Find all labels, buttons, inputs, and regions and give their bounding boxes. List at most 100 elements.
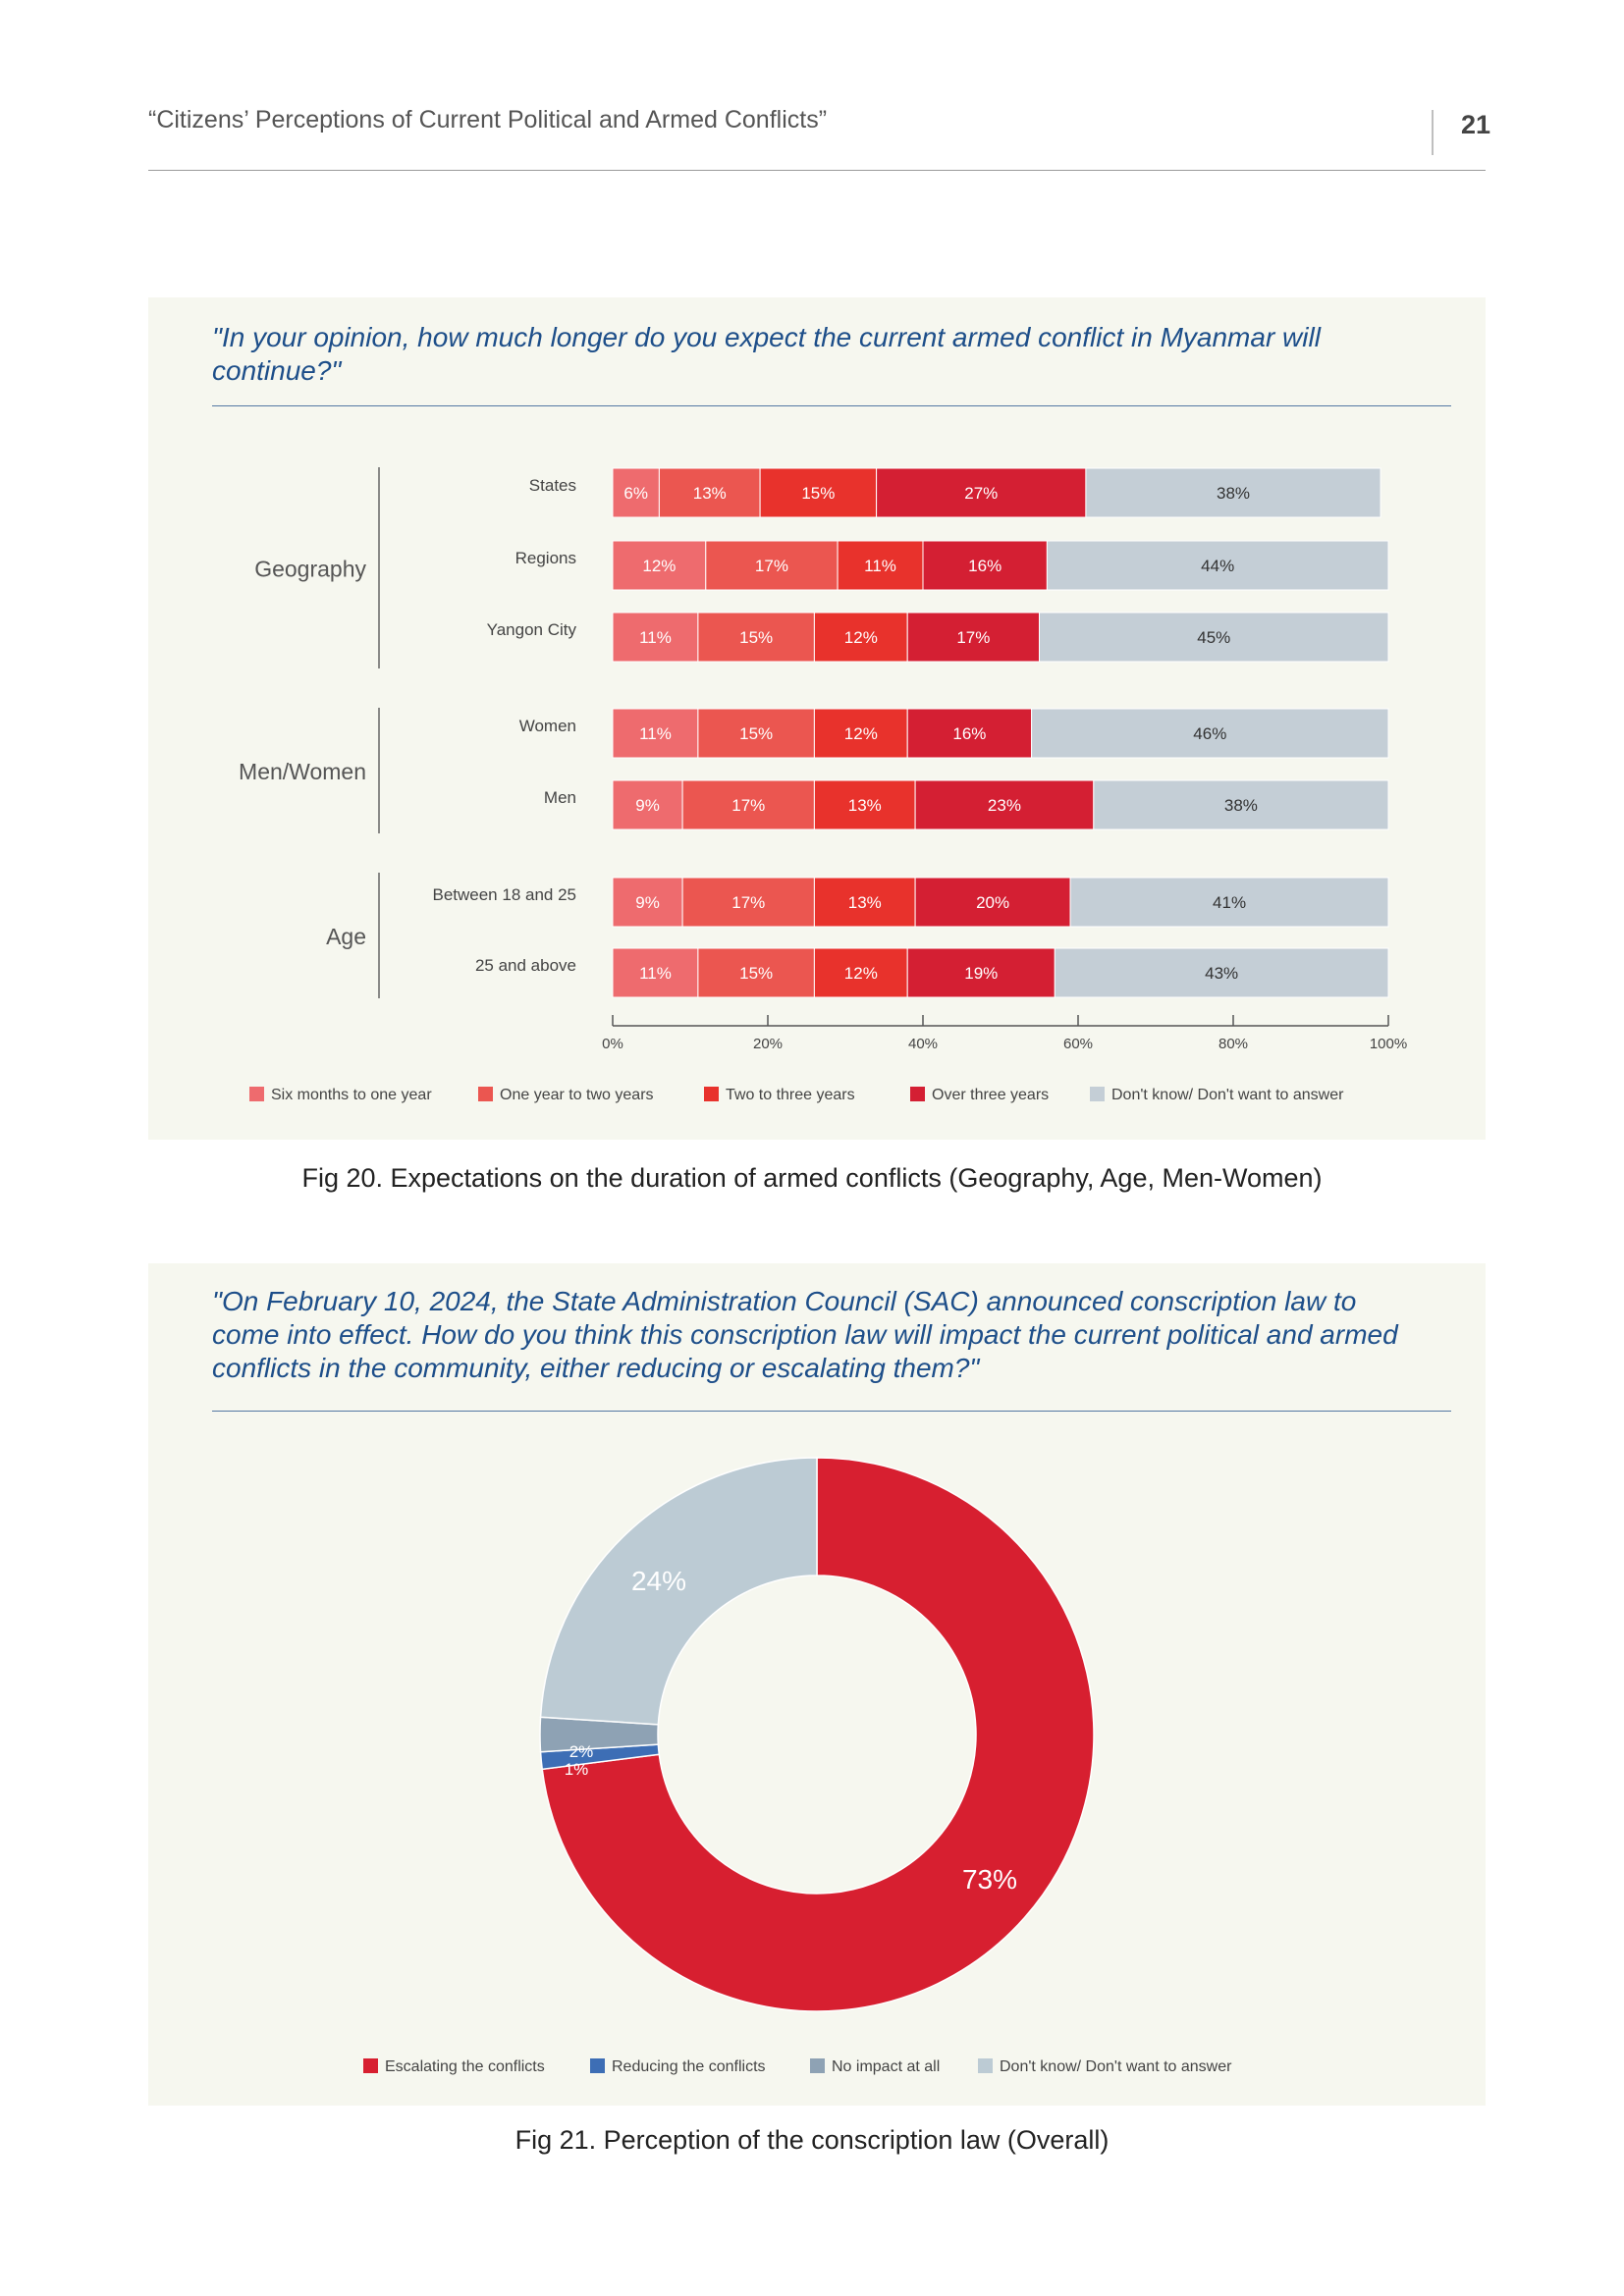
- data-label: 11%: [639, 724, 672, 743]
- data-label: 17%: [956, 628, 990, 647]
- bar-segment: [697, 708, 815, 759]
- group-label: Age: [326, 924, 366, 949]
- data-label: 6%: [623, 484, 648, 503]
- data-label: 11%: [639, 964, 672, 983]
- legend-swatch: [910, 1087, 925, 1101]
- legend-label: Don't know/ Don't want to answer: [1111, 1087, 1344, 1103]
- legend-label: Over three years: [932, 1087, 1049, 1103]
- category-label: Yangon City: [487, 620, 577, 639]
- x-tick-label: 60%: [1063, 1036, 1093, 1052]
- category-label: Women: [519, 717, 576, 735]
- data-label: 23%: [988, 796, 1021, 815]
- figure-21-panel: "On February 10, 2024, the State Adminis…: [148, 1263, 1486, 2106]
- data-label: 12%: [844, 724, 878, 743]
- data-label: 44%: [1201, 557, 1234, 575]
- legend-label: One year to two years: [500, 1087, 654, 1103]
- x-tick-label: 40%: [908, 1036, 938, 1052]
- data-label: 13%: [848, 893, 882, 912]
- header-rule: [148, 170, 1486, 171]
- data-label: 16%: [968, 557, 1001, 575]
- bar-segment: [837, 540, 924, 591]
- bar-segment: [813, 947, 908, 998]
- bar-segment: [1093, 779, 1389, 830]
- group-label: Geography: [254, 557, 366, 582]
- data-label: 27%: [964, 484, 998, 503]
- bar-segment: [681, 779, 815, 830]
- bar-segment: [914, 877, 1071, 928]
- bar-segment: [612, 877, 683, 928]
- slice-label: 2%: [569, 1742, 594, 1761]
- data-label: 12%: [642, 557, 676, 575]
- category-label: 25 and above: [475, 956, 576, 975]
- legend-label: No impact at all: [832, 2058, 940, 2075]
- legend-label: Reducing the conflicts: [612, 2058, 766, 2075]
- data-label: 13%: [693, 484, 727, 503]
- data-label: 16%: [952, 724, 986, 743]
- legend-label: Escalating the conflicts: [385, 2058, 545, 2075]
- x-tick-label: 80%: [1218, 1036, 1248, 1052]
- group-label: Men/Women: [239, 759, 366, 784]
- bar-segment: [681, 877, 815, 928]
- figure-20-caption: Fig 20. Expectations on the duration of …: [301, 1163, 1323, 1193]
- legend-swatch: [590, 2058, 605, 2073]
- legend-swatch: [810, 2058, 825, 2073]
- figure-20-question: "In your opinion, how much longer do you…: [212, 322, 1321, 386]
- data-label: 13%: [848, 796, 882, 815]
- legend-swatch: [1090, 1087, 1105, 1101]
- running-header-title: “Citizens’ Perceptions of Current Politi…: [148, 106, 828, 133]
- legend-swatch: [363, 2058, 378, 2073]
- figure-20-question-rule: [212, 405, 1451, 406]
- category-label: States: [529, 476, 576, 495]
- donut-chart: 73% 1%2% 24% Escalating the conflicts Reduci…: [363, 1457, 1232, 2075]
- bar-segment: [906, 947, 1056, 998]
- data-label: 45%: [1197, 628, 1230, 647]
- bar-segment: [612, 947, 699, 998]
- bar-segment: [697, 612, 815, 663]
- slice-label: 24%: [631, 1566, 686, 1596]
- legend-label: Six months to one year: [271, 1087, 432, 1103]
- data-label: 38%: [1224, 796, 1258, 815]
- bar-segment: [813, 877, 916, 928]
- bar-segment: [906, 708, 1033, 759]
- data-label: 15%: [739, 724, 773, 743]
- bar-segment: [612, 540, 707, 591]
- category-label: Regions: [515, 549, 576, 567]
- data-label: 38%: [1217, 484, 1250, 503]
- data-label: 15%: [801, 484, 835, 503]
- bar-segment: [612, 708, 699, 759]
- slice-label: 1%: [565, 1760, 589, 1779]
- x-tick-label: 0%: [602, 1036, 623, 1052]
- data-label: 9%: [635, 893, 660, 912]
- data-label: 17%: [731, 796, 765, 815]
- data-label: 19%: [964, 964, 998, 983]
- figure-20-panel: "In your opinion, how much longer do you…: [148, 297, 1486, 1140]
- bar-segment: [612, 467, 660, 518]
- bar-segment: [1085, 467, 1381, 518]
- data-label: 41%: [1213, 893, 1246, 912]
- stacked-bar-chart: Geography Men/Women Age States 6% 13% 15% 27% 38…: [239, 467, 1407, 1103]
- bar-segment: [759, 467, 878, 518]
- bar-segment: [906, 612, 1041, 663]
- data-label: 12%: [844, 964, 878, 983]
- data-label: 46%: [1193, 724, 1226, 743]
- bar-segment: [612, 779, 683, 830]
- x-tick-label: 100%: [1370, 1036, 1407, 1052]
- legend-swatch: [478, 1087, 493, 1101]
- bar-segment: [914, 779, 1095, 830]
- page-number: 21: [1461, 110, 1491, 139]
- bar-segment: [1046, 540, 1389, 591]
- bar-segment: [1031, 708, 1389, 759]
- category-label: Between 18 and 25: [432, 885, 576, 904]
- bar-segment: [813, 779, 916, 830]
- legend-swatch: [704, 1087, 719, 1101]
- x-tick-label: 20%: [753, 1036, 783, 1052]
- legend-label: Don't know/ Don't want to answer: [1000, 2058, 1232, 2075]
- bar-segment: [876, 467, 1087, 518]
- donut-slice: [541, 1457, 1095, 2012]
- bar-segment: [1054, 947, 1389, 998]
- bar-segment: [813, 708, 908, 759]
- figure-21-question-rule: [212, 1411, 1451, 1412]
- data-label: 17%: [755, 557, 788, 575]
- data-label: 11%: [639, 628, 672, 647]
- legend-swatch: [249, 1087, 264, 1101]
